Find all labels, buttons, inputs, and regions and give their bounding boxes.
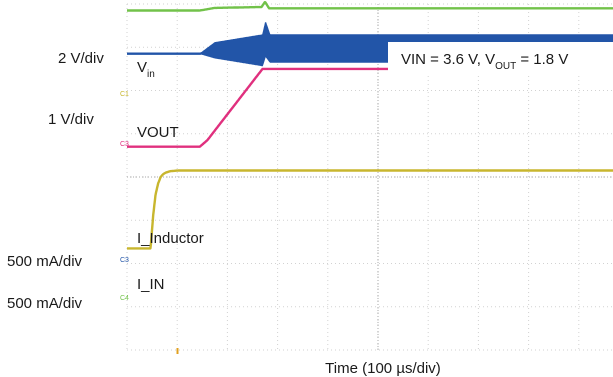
series-label-iin: I_IN [137,276,165,293]
condition-bg [388,42,613,76]
scale-label-ch1: 2 V/div [58,50,104,67]
scale-label-ch2: 1 V/div [48,111,94,128]
series-label-inductor: I_Inductor [137,230,204,247]
channel-marker-2: C3 [120,141,129,148]
trace-iin [126,1,613,12]
series-label-vin-main: V [137,59,147,76]
series-label-vin: Vin [137,59,155,80]
condition-text-sub: OUT [495,61,516,72]
condition-text-suffix: = 1.8 V [516,51,568,68]
channel-marker-1: C1 [120,91,129,98]
x-axis-label-unit: µ [396,360,405,377]
x-axis-label: Time (100 µs/div) [325,360,441,377]
channel-marker-4: C4 [120,295,129,302]
scale-label-ch4: 500 mA/div [7,295,83,312]
condition-text-prefix: VIN = 3.6 V, V [401,51,495,68]
x-axis-label-prefix: Time (100 [325,360,396,377]
trace-vin [126,169,613,250]
condition-text: VIN = 3.6 V, VOUT = 1.8 V [401,51,568,72]
x-axis-label-suffix: s/div) [405,360,441,377]
trigger-marker [176,348,179,354]
series-label-vin-sub: in [147,69,155,80]
scale-label-ch3: 500 mA/div [7,253,83,270]
series-label-vout: VOUT [137,124,179,141]
channel-marker-3: C3 [120,257,129,264]
